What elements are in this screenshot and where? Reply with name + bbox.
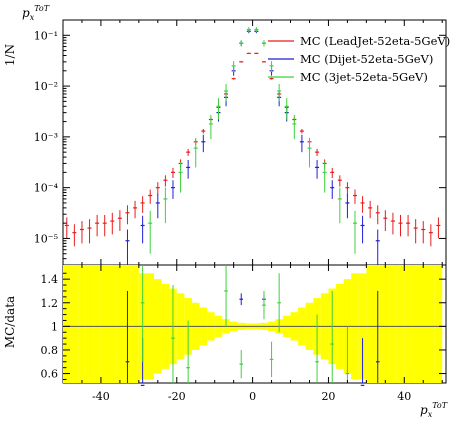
corner-title: pxToT (22, 4, 50, 22)
x-axis-label-main: p (420, 403, 428, 417)
main-y-tick-label-1: 10⁻² (34, 80, 58, 93)
ratio-panel (63, 265, 446, 386)
ratio-band-bin-43 (389, 265, 397, 383)
legend: MC (LeadJet-52eta-5GeV) MC (Dijet-52eta-… (268, 34, 450, 84)
ratio-band-bin-1 (70, 265, 79, 383)
x-tick-label-1: -20 (168, 390, 186, 403)
ratio-band-bin-4 (93, 265, 101, 383)
x-tick-label-2: 0 (249, 390, 256, 403)
ratio-y-tick-label-4: 1.4 (41, 273, 59, 286)
ratio-band-bin-7 (116, 265, 124, 383)
legend-label-dijet: MC (Dijet-52eta-5GeV) (300, 52, 433, 66)
ratio-y-tick-label-3: 1.2 (41, 297, 59, 310)
ratio-band-bin-45 (404, 265, 412, 383)
ratio-band-bin-42 (381, 265, 390, 383)
x-axis-label-sub: x (428, 410, 433, 419)
ratio-y-axis-label: MC/data (3, 296, 17, 348)
corner-title-sup: ToT (34, 4, 50, 13)
ratio-band-bin-48 (427, 265, 435, 383)
ratio-band-bin-49 (434, 265, 443, 383)
legend-entry-3jet: MC (3jet-52eta-5GeV) (268, 70, 428, 84)
ratio-band-bin-3 (85, 265, 94, 383)
main-y-tick-label-4: 10⁻⁵ (34, 232, 58, 245)
main-panel (64, 27, 441, 265)
legend-label-3jet: MC (3jet-52eta-5GeV) (300, 70, 428, 84)
ratio-band-bin-6 (108, 265, 117, 383)
main-y-tick-label-3: 10⁻⁴ (34, 182, 59, 195)
corner-title-sub: x (30, 13, 35, 22)
ratio-band-bin-40 (366, 265, 374, 383)
ratio-band-bin-47 (419, 265, 428, 383)
legend-label-leadjet: MC (LeadJet-52eta-5GeV) (300, 34, 450, 48)
ratio-band-bin-5 (100, 265, 109, 383)
ratio-band-bin-0 (63, 265, 71, 383)
x-tick-label-3: 20 (321, 390, 335, 403)
ratio-band-bin-2 (78, 265, 86, 383)
x-tick-label-4: 40 (397, 390, 411, 403)
ratio-y-tick-label-1: 0.8 (41, 344, 59, 357)
main-y-tick-label-0: 10⁻¹ (34, 29, 58, 42)
legend-entry-dijet: MC (Dijet-52eta-5GeV) (268, 52, 433, 66)
x-axis-label: pxToT (420, 401, 448, 419)
x-tick-label-0: -40 (92, 390, 110, 403)
main-y-tick-label-2: 10⁻³ (34, 131, 58, 144)
ratio-band-bin-44 (396, 265, 405, 383)
legend-entry-leadjet: MC (LeadJet-52eta-5GeV) (268, 34, 450, 48)
main-y-axis-label: 1/N (3, 44, 17, 66)
axes: -40 -20 0 20 40 10⁻¹ 10⁻² 10⁻³ 10⁻⁴ 10⁻⁵ 0.6 0.8 1 1.… (34, 19, 446, 403)
x-axis-label-sup: ToT (432, 401, 448, 410)
ratio-y-tick-label-0: 0.6 (41, 368, 59, 381)
ratio-y-tick-label-2: 1 (51, 320, 58, 333)
ratio-band-bin-46 (411, 265, 420, 383)
ratio-band-bin-9 (131, 265, 139, 383)
corner-title-main: p (22, 6, 30, 20)
